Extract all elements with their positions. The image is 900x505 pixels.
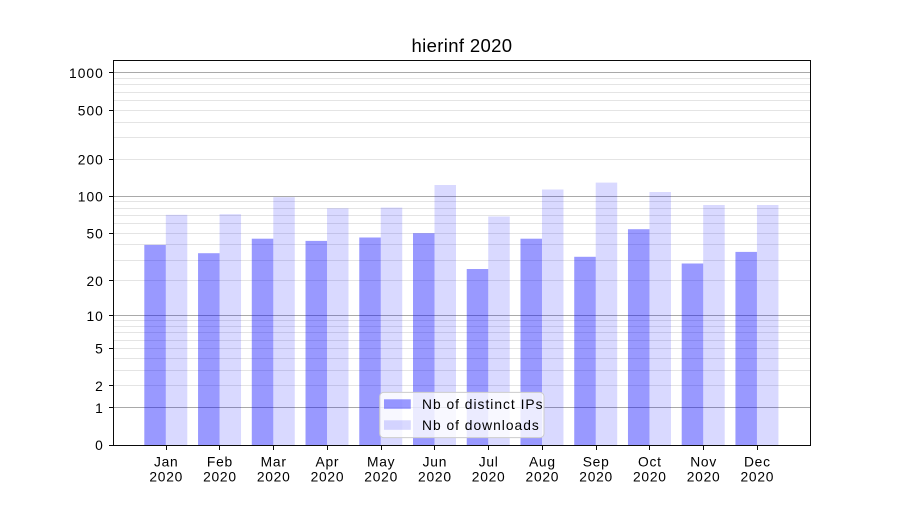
svg-text:2020: 2020: [633, 470, 667, 485]
svg-text:2020: 2020: [740, 470, 774, 485]
svg-text:Jan: Jan: [154, 455, 179, 470]
svg-text:Nb of downloads: Nb of downloads: [422, 418, 540, 433]
svg-text:Sep: Sep: [583, 455, 610, 470]
svg-text:20: 20: [86, 274, 103, 289]
svg-text:2020: 2020: [149, 470, 183, 485]
svg-text:Jul: Jul: [479, 455, 499, 470]
svg-text:2020: 2020: [311, 470, 345, 485]
svg-text:Jun: Jun: [423, 455, 448, 470]
svg-text:2020: 2020: [526, 470, 560, 485]
svg-text:50: 50: [86, 226, 103, 241]
svg-text:Nb of distinct IPs: Nb of distinct IPs: [422, 397, 544, 412]
svg-text:1: 1: [95, 401, 104, 416]
svg-text:10: 10: [86, 309, 103, 324]
svg-text:2020: 2020: [418, 470, 452, 485]
svg-text:Aug: Aug: [529, 455, 556, 470]
svg-text:500: 500: [78, 103, 104, 118]
svg-text:1000: 1000: [69, 66, 104, 81]
svg-text:May: May: [367, 455, 395, 470]
svg-text:2020: 2020: [203, 470, 237, 485]
svg-text:2: 2: [95, 379, 104, 394]
svg-text:hierinf 2020: hierinf 2020: [412, 35, 513, 56]
svg-text:Nov: Nov: [690, 455, 717, 470]
svg-text:Feb: Feb: [207, 455, 233, 470]
svg-text:2020: 2020: [687, 470, 721, 485]
svg-text:200: 200: [78, 153, 104, 168]
svg-text:2020: 2020: [364, 470, 398, 485]
svg-text:100: 100: [78, 190, 104, 205]
svg-text:Dec: Dec: [744, 455, 771, 470]
svg-text:0: 0: [95, 438, 104, 453]
svg-text:5: 5: [95, 342, 104, 357]
svg-text:Oct: Oct: [638, 455, 662, 470]
svg-text:Mar: Mar: [261, 455, 287, 470]
svg-text:2020: 2020: [257, 470, 291, 485]
svg-text:2020: 2020: [579, 470, 613, 485]
svg-text:2020: 2020: [472, 470, 506, 485]
svg-text:Apr: Apr: [316, 455, 340, 470]
